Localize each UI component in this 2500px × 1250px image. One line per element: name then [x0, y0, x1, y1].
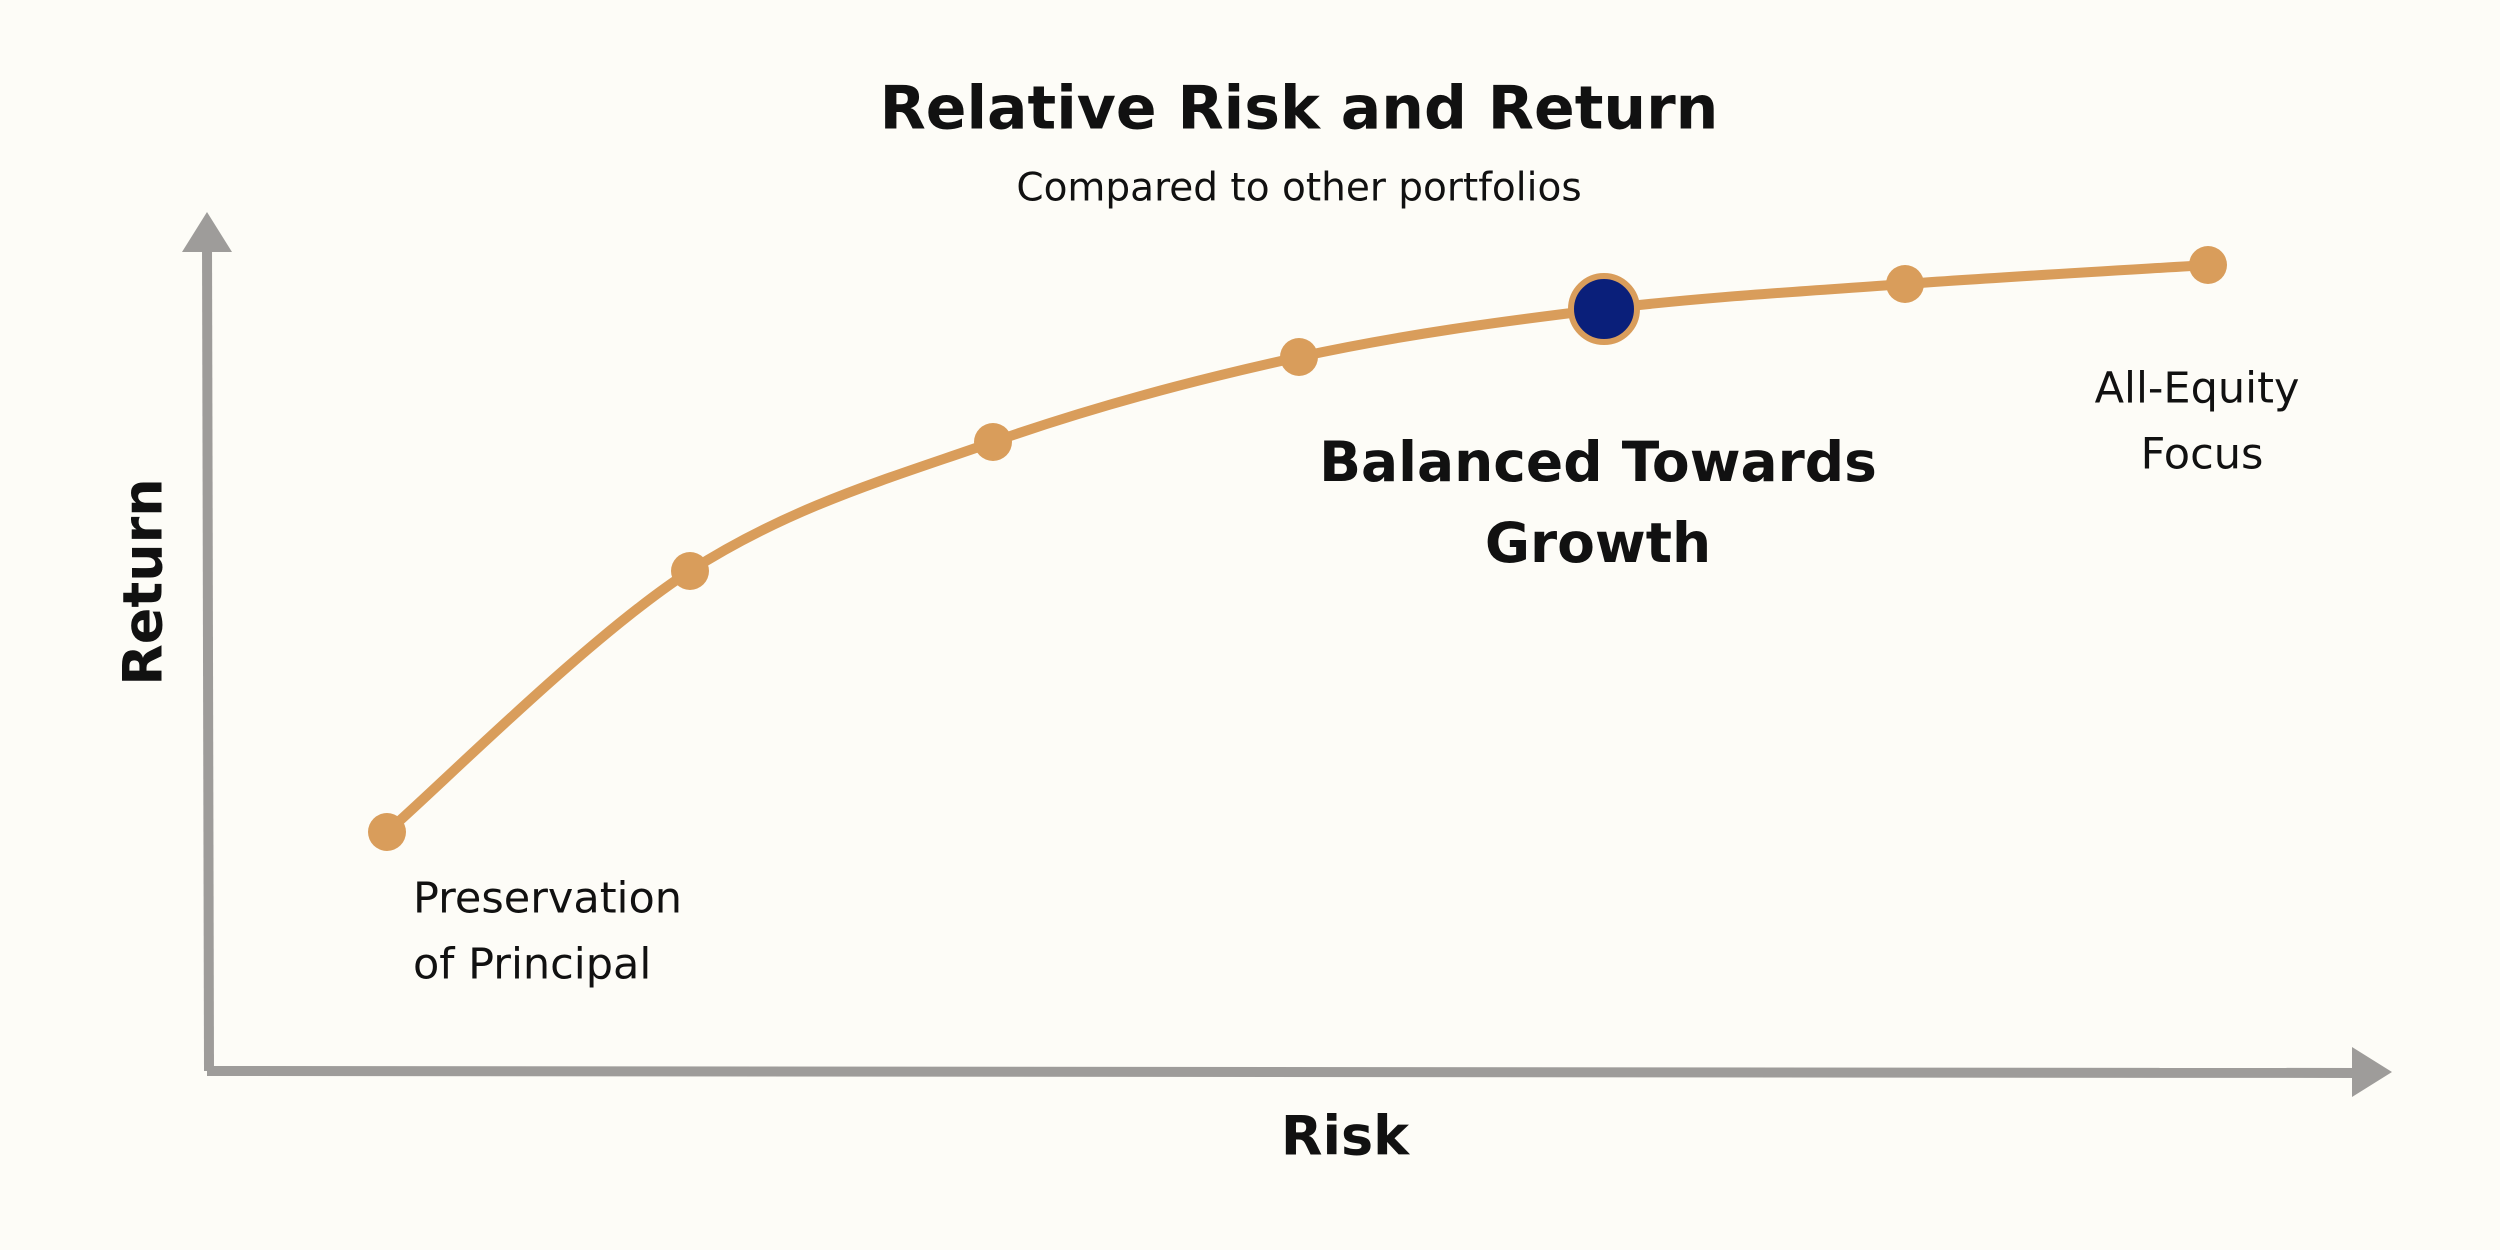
portfolio-point: [368, 813, 406, 851]
subtitle: Compared to other portfolios: [1016, 166, 1581, 211]
x-axis: [206, 1066, 2361, 1078]
portfolio-point: [974, 423, 1012, 461]
annotation-high: All-Equity: [2095, 364, 2300, 414]
portfolio-points: [368, 246, 2227, 851]
selected-portfolio-point: [1568, 273, 1640, 345]
annotation-selected: Balanced Towards: [1319, 430, 1877, 494]
y-axis-arrow: [182, 212, 232, 252]
y-axis: [202, 239, 214, 1072]
title: Relative Risk and Return: [880, 74, 1719, 144]
portfolio-point: [1280, 338, 1318, 376]
portfolio-point: [1886, 265, 1924, 303]
annotation-low: of Principal: [413, 940, 651, 990]
annotation-selected: Growth: [1485, 511, 1711, 575]
annotation-low: Preservation: [413, 874, 682, 924]
portfolio-point: [671, 552, 709, 590]
annotation-high: Focus: [2141, 430, 2264, 480]
x-axis-label: Risk: [1281, 1105, 1410, 1168]
y-axis-label: Return: [112, 478, 175, 686]
x-axis-arrow: [2352, 1047, 2392, 1097]
portfolio-point: [2189, 246, 2227, 284]
